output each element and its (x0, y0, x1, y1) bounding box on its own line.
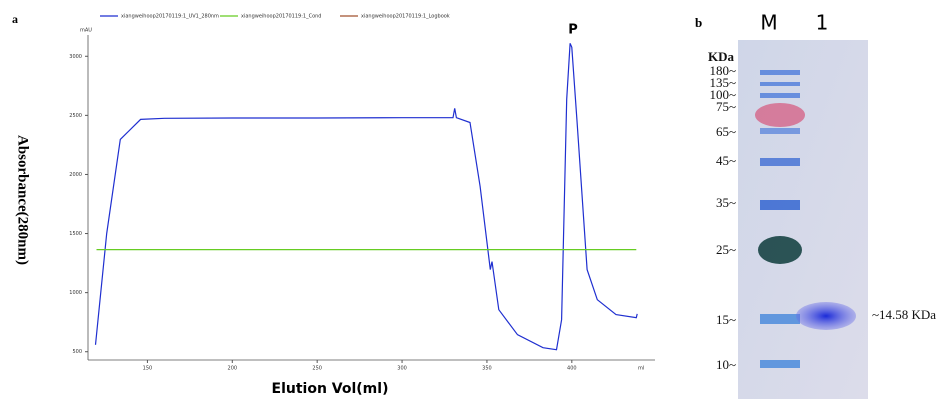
y-axis-title: Absorbance(280nm) (15, 135, 31, 265)
x-axis-title: Elution Vol(ml) (272, 381, 389, 397)
line (96, 43, 638, 349)
panel-label: a (12, 12, 18, 26)
y-tick-label: 500 (72, 349, 82, 355)
x-tick-label: 350 (482, 366, 492, 372)
legend-label: xiangweihoop20170119:1_Cond (241, 14, 321, 20)
x-tick-label: 300 (397, 366, 407, 372)
legend-label: xiangweihoop20170119:1_UV1_280nm (121, 14, 219, 20)
marker-label: 15~ (716, 312, 736, 327)
y-tick-label: 1500 (69, 231, 82, 237)
marker-label: 10~ (716, 357, 736, 372)
band-label: ~14.58 KDa (872, 307, 936, 322)
x-tick-label: 150 (143, 366, 153, 372)
marker-label: 65~ (716, 124, 736, 139)
x-tick-label: 200 (228, 366, 238, 372)
marker-label: 25~ (716, 242, 736, 257)
y-tick-label: 3000 (69, 54, 82, 60)
gel-image (738, 40, 868, 399)
marker-label: 35~ (716, 195, 736, 210)
x-tick-label: 400 (567, 366, 577, 372)
y-tick-label: 1000 (69, 290, 82, 296)
figure: a Absorbance(280nm) Elution Vol(ml) mAU … (0, 0, 950, 399)
y-unit: mAU (80, 28, 92, 34)
x-tick-label: 250 (312, 366, 322, 372)
y-tick-label: 2000 (69, 172, 82, 178)
peak-label: P (568, 23, 578, 38)
marker-label: 45~ (716, 153, 736, 168)
gel: b M 1 KDa 180~135~100~75~65~45~35~25~15~… (695, 11, 936, 400)
lane-label: M (760, 11, 777, 35)
y-tick-label: 2500 (69, 113, 82, 119)
lane-label: 1 (816, 11, 829, 35)
unit-label: KDa (708, 49, 735, 64)
panel-label: b (695, 15, 702, 30)
marker-label: 75~ (716, 99, 736, 114)
legend-label: xiangweihoop20170119:1_Logbook (361, 14, 450, 20)
x-unit: ml (638, 366, 644, 372)
